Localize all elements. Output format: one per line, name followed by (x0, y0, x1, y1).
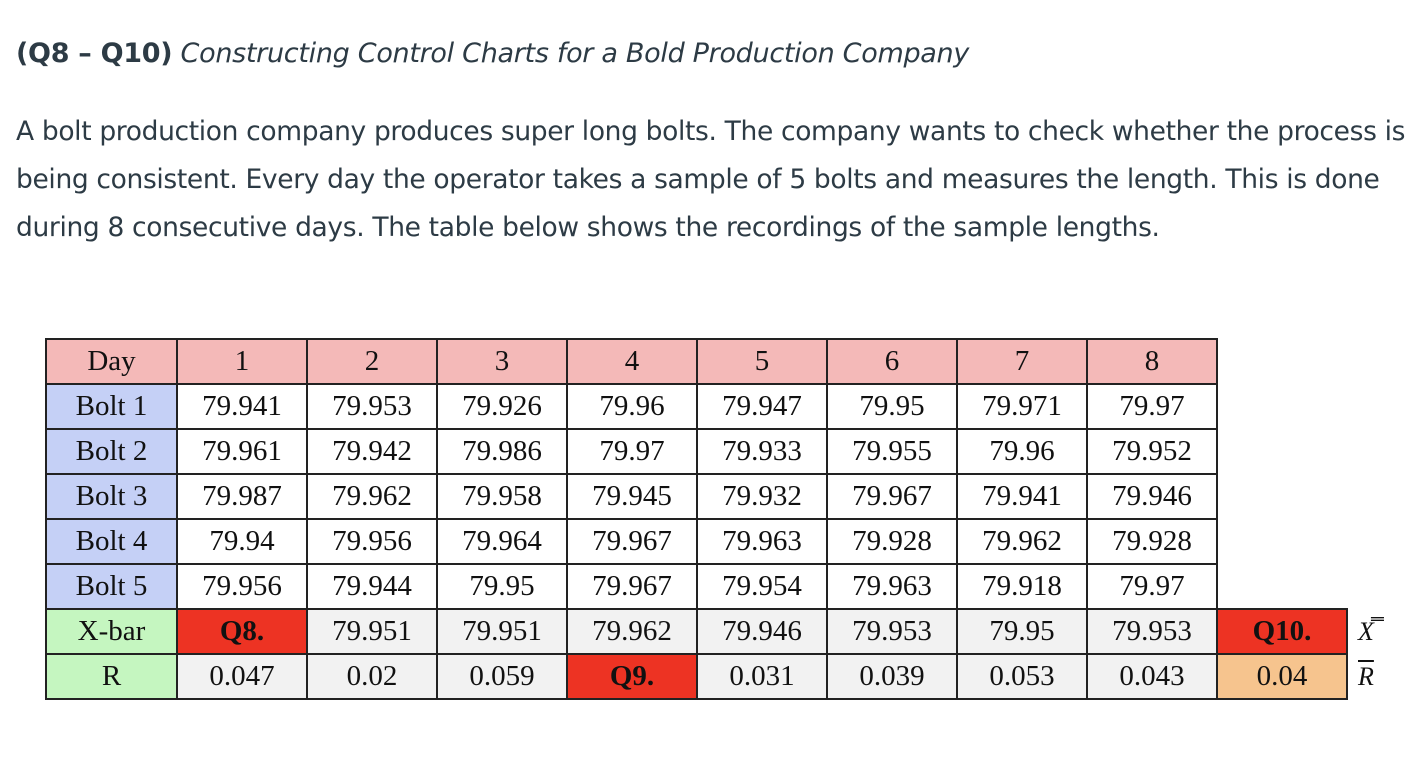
measurement-cell: 79.932 (696, 473, 828, 520)
day-2-header: 2 (306, 338, 438, 385)
measurement-cell: 79.947 (696, 383, 828, 430)
day-3-header: 3 (436, 338, 568, 385)
row-label: Bolt 3 (45, 473, 178, 520)
table-row: Bolt 3 79.987 79.962 79.958 79.945 79.932 79.9… (45, 473, 1399, 520)
measurement-cell: 79.95 (826, 383, 958, 430)
row-label: R (45, 653, 178, 700)
empty-cell (1217, 564, 1347, 609)
row-label: X-bar (45, 608, 178, 655)
measurement-cell: 79.971 (956, 383, 1088, 430)
measurement-cell: 79.926 (436, 383, 568, 430)
row-label: Bolt 2 (45, 428, 178, 475)
day-6-header: 6 (826, 338, 958, 385)
table-row: Bolt 2 79.961 79.942 79.986 79.97 79.933 79.95… (45, 428, 1399, 475)
day-1-header: 1 (176, 338, 308, 385)
measurement-cell: 79.97 (1086, 383, 1218, 430)
measurement-cell: 79.961 (176, 428, 308, 475)
measurement-cell: 79.963 (696, 518, 828, 565)
calc-cell: 0.053 (956, 653, 1088, 700)
question-range: (Q8 – Q10) (16, 38, 173, 69)
calc-cell: 0.039 (826, 653, 958, 700)
measurement-cell: 79.97 (566, 428, 698, 475)
measurement-cell: 79.928 (826, 518, 958, 565)
calc-cell: 79.962 (566, 608, 698, 655)
measurement-cell: 79.956 (306, 518, 438, 565)
empty-cell (1217, 429, 1347, 474)
calc-cell: 0.059 (436, 653, 568, 700)
calc-cell: 79.951 (436, 608, 568, 655)
row-label: Bolt 1 (45, 383, 178, 430)
calc-cell: 0.043 (1086, 653, 1218, 700)
title-text: Constructing Control Charts for a Bold P… (180, 38, 970, 69)
measurement-cell: 79.96 (566, 383, 698, 430)
bolt-length-table: Day 1 2 3 4 5 6 7 8 Bolt 1 79.941 79.953 79.926 79.96… (45, 338, 1400, 700)
row-label: Bolt 5 (45, 563, 178, 610)
measurement-cell: 79.956 (176, 563, 308, 610)
row-label: Bolt 4 (45, 518, 178, 565)
calc-cell: 79.951 (306, 608, 438, 655)
measurement-cell: 79.962 (306, 473, 438, 520)
calc-cell: 0.02 (306, 653, 438, 700)
measurement-cell: 79.941 (956, 473, 1088, 520)
xbar-summary-cell: Q10. (1216, 608, 1348, 655)
measurement-cell: 79.918 (956, 563, 1088, 610)
question-cell: Q9. (566, 653, 698, 700)
measurement-cell: 79.953 (306, 383, 438, 430)
empty-cell (1217, 384, 1347, 429)
header-row: Day 1 2 3 4 5 6 7 8 (45, 338, 1399, 385)
calc-cell: 79.953 (826, 608, 958, 655)
calc-cell: 79.946 (696, 608, 828, 655)
table-row: Bolt 5 79.956 79.944 79.95 79.967 79.954 79.96… (45, 563, 1399, 610)
measurement-cell: 79.944 (306, 563, 438, 610)
empty-cell (1217, 474, 1347, 519)
question-cell: Q8. (176, 608, 308, 655)
r-summary-cell: 0.04 (1216, 653, 1348, 700)
calc-cell: 79.953 (1086, 608, 1218, 655)
table-row: Bolt 4 79.94 79.956 79.964 79.967 79.963 79.92… (45, 518, 1399, 565)
measurement-cell: 79.941 (176, 383, 308, 430)
page-title: (Q8 – Q10) Constructing Control Charts f… (16, 38, 969, 69)
calc-cell: 79.95 (956, 608, 1088, 655)
day-8-header: 8 (1086, 338, 1218, 385)
measurement-cell: 79.945 (566, 473, 698, 520)
measurement-cell: 79.94 (176, 518, 308, 565)
problem-description: A bolt production company produces super… (16, 116, 1406, 243)
measurement-cell: 79.95 (436, 563, 568, 610)
measurement-cell: 79.928 (1086, 518, 1218, 565)
day-header: Day (45, 338, 178, 385)
measurement-cell: 79.946 (1086, 473, 1218, 520)
measurement-cell: 79.955 (826, 428, 958, 475)
measurement-cell: 79.967 (566, 563, 698, 610)
day-5-header: 5 (696, 338, 828, 385)
day-4-header: 4 (566, 338, 698, 385)
measurement-cell: 79.987 (176, 473, 308, 520)
measurement-cell: 79.933 (696, 428, 828, 475)
empty-cell (1217, 339, 1347, 384)
r-row: R 0.047 0.02 0.059 Q9. 0.031 0.039 0.053 0.043 0.… (45, 653, 1399, 700)
calc-cell: 0.031 (696, 653, 828, 700)
measurement-cell: 79.967 (566, 518, 698, 565)
measurement-cell: 79.942 (306, 428, 438, 475)
measurement-cell: 79.952 (1086, 428, 1218, 475)
measurement-cell: 79.967 (826, 473, 958, 520)
measurement-cell: 79.963 (826, 563, 958, 610)
measurement-cell: 79.96 (956, 428, 1088, 475)
measurement-cell: 79.986 (436, 428, 568, 475)
measurement-cell: 79.962 (956, 518, 1088, 565)
day-7-header: 7 (956, 338, 1088, 385)
measurement-cell: 79.97 (1086, 563, 1218, 610)
empty-cell (1217, 519, 1347, 564)
calc-cell: 0.047 (176, 653, 308, 700)
measurement-cell: 79.954 (696, 563, 828, 610)
measurement-cell: 79.958 (436, 473, 568, 520)
r-grand-symbol: R (1358, 661, 1374, 691)
measurement-cell: 79.964 (436, 518, 568, 565)
table-row: Bolt 1 79.941 79.953 79.926 79.96 79.947 79.95… (45, 383, 1399, 430)
xbar-grand-symbol: X̿ (1358, 616, 1374, 646)
xbar-row: X-bar Q8. 79.951 79.951 79.962 79.946 79.953 79… (45, 608, 1399, 655)
